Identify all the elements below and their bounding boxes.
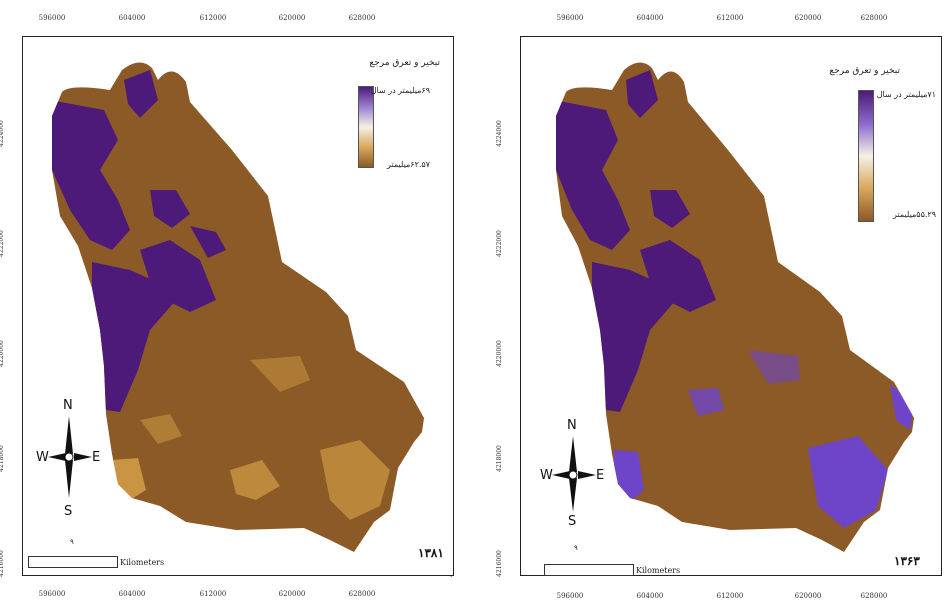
- basin-map: [556, 62, 914, 552]
- map-panel-1381: 596000 604000 612000 620000 628000 59600…: [0, 0, 470, 606]
- compass-n: N: [567, 418, 577, 433]
- compass-rose-icon: [48, 416, 92, 498]
- x-tick-top: 604000: [118, 14, 146, 22]
- map-panel-1363: 596000 604000 612000 620000 628000 59600…: [478, 0, 950, 606]
- x-tick-bottom: 604000: [636, 592, 664, 600]
- compass-w: W: [540, 468, 553, 483]
- legend-color-bar: [858, 90, 874, 222]
- tan-zone: [320, 440, 390, 520]
- light-purple-zone: [688, 388, 724, 416]
- compass-sub-label: ۹: [70, 538, 74, 546]
- light-purple-zone: [808, 436, 888, 528]
- purple-zone: [52, 100, 130, 250]
- purple-zone: [626, 70, 658, 118]
- compass-rose-icon: [552, 436, 596, 512]
- scale-bar: [28, 556, 118, 568]
- scale-label: Kilometers: [636, 566, 681, 575]
- purple-zone: [150, 190, 190, 228]
- legend-low-label: ۵۵.۲۹میلیمتر: [893, 210, 936, 219]
- north-arrow: N W E S: [36, 398, 106, 519]
- purple-zone: [650, 190, 690, 228]
- purple-zone: [640, 240, 716, 312]
- legend-high-label: ۷۱میلیمتر در سال: [876, 90, 936, 99]
- compass-s: S: [568, 514, 577, 529]
- tan-zone: [250, 356, 310, 392]
- north-arrow: N W E S: [540, 418, 610, 529]
- compass-n: N: [63, 398, 73, 413]
- tan-zone: [140, 414, 182, 444]
- x-tick-top: 596000: [556, 14, 584, 22]
- x-tick-bottom: 604000: [118, 590, 146, 598]
- x-tick-top: 620000: [794, 14, 822, 22]
- x-tick-bottom: 628000: [860, 592, 888, 600]
- legend-high-label: ۶۹میلیمتر در سال: [370, 86, 430, 95]
- x-tick-bottom: 612000: [199, 590, 227, 598]
- x-tick-top: 628000: [860, 14, 888, 22]
- scale-label: Kilometers: [120, 558, 165, 567]
- scale-bar: [544, 564, 634, 576]
- purple-zone: [190, 226, 226, 258]
- legend-low-label: ۶۲.۵۷میلیمتر: [387, 160, 430, 169]
- purple-zone: [92, 262, 176, 412]
- tan-zone: [230, 460, 280, 500]
- x-tick-top: 620000: [278, 14, 306, 22]
- map-year: ۱۳۶۳: [894, 554, 920, 568]
- light-purple-zone: [890, 384, 914, 430]
- legend-title: تبخیر و تعرق مرجع: [369, 58, 440, 68]
- x-tick-top: 628000: [348, 14, 376, 22]
- compass-sub-label: ۹: [574, 544, 578, 552]
- map-year: ۱۳۸۱: [418, 546, 444, 560]
- purple-zone: [124, 70, 158, 118]
- x-tick-bottom: 628000: [348, 590, 376, 598]
- x-tick-bottom: 620000: [278, 590, 306, 598]
- x-tick-bottom: 612000: [716, 592, 744, 600]
- legend-title: تبخیر و تعرق مرجع: [829, 66, 900, 76]
- x-tick-bottom: 596000: [556, 592, 584, 600]
- x-tick-bottom: 620000: [794, 592, 822, 600]
- legend-color-bar: [358, 86, 374, 168]
- compass-s: S: [64, 504, 73, 519]
- light-purple-zone: [748, 350, 800, 384]
- x-tick-top: 604000: [636, 14, 664, 22]
- x-tick-top: 596000: [38, 14, 66, 22]
- purple-zone: [140, 240, 216, 312]
- purple-zone: [592, 262, 676, 412]
- compass-e: E: [596, 468, 605, 483]
- compass-w: W: [36, 450, 49, 465]
- x-tick-bottom: 596000: [38, 590, 66, 598]
- compass-e: E: [92, 450, 101, 465]
- x-tick-top: 612000: [716, 14, 744, 22]
- purple-zone: [556, 100, 630, 250]
- x-tick-top: 612000: [199, 14, 227, 22]
